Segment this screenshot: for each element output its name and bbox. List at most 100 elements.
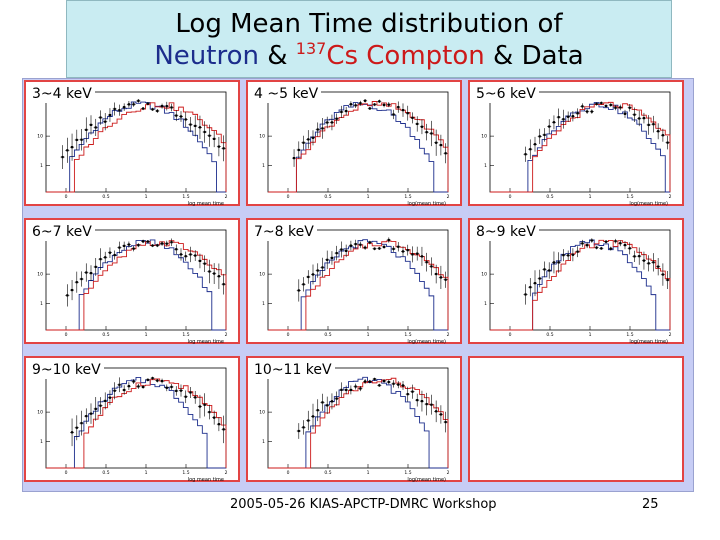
data-point: [311, 130, 315, 146]
neutron-histogram: [268, 376, 448, 469]
data-point: [84, 117, 89, 143]
data-point: [179, 111, 183, 122]
x-tick-label: 1.5: [182, 470, 189, 476]
data-point: [306, 410, 311, 431]
x-tick-label: 1.5: [404, 194, 411, 200]
data-point: [353, 383, 358, 390]
plot-frame: [45, 367, 227, 469]
plot-frame: [45, 91, 227, 193]
data-point: [183, 390, 188, 404]
data-point: [358, 241, 363, 248]
x-axis-label: log(mean time): [407, 477, 446, 483]
data-point: [155, 243, 160, 248]
data-point: [429, 120, 434, 147]
data-point: [419, 246, 424, 266]
data-point: [665, 270, 670, 289]
data-point: [65, 284, 70, 307]
data-point: [188, 387, 193, 398]
data-point: [74, 271, 79, 293]
chart-panel: 0 0.5 1 1.5 2 1 10 log mean time 6~7 keV: [24, 218, 240, 345]
x-tick-label: 1: [367, 194, 370, 200]
y-tick-label: 10: [259, 272, 265, 278]
data-point: [212, 130, 217, 148]
data-point: [65, 137, 70, 163]
data-point: [212, 263, 217, 284]
data-point: [339, 105, 344, 119]
data-point: [637, 247, 642, 265]
data-point: [179, 248, 183, 261]
x-tick-label: 0.5: [102, 332, 109, 338]
x-tick-label: 1: [367, 332, 370, 338]
data-point: [594, 246, 599, 250]
data-point: [207, 124, 212, 147]
data-point: [405, 244, 410, 256]
y-tick-label: 1: [262, 301, 265, 307]
data-point: [410, 384, 415, 399]
data-point: [556, 252, 561, 273]
data-point: [405, 105, 410, 121]
y-tick-label: 10: [37, 272, 43, 278]
data-point: [599, 101, 604, 105]
data-point: [89, 403, 93, 424]
data-point: [627, 242, 632, 255]
x-tick-label: 2: [669, 194, 672, 200]
data-point: [438, 134, 443, 156]
data-point: [197, 115, 202, 140]
x-tick-label: 0: [65, 194, 68, 200]
data-point: [372, 247, 377, 251]
data-point: [660, 263, 665, 286]
compton-histogram: [268, 377, 449, 469]
slide-title: Log Mean Time distribution of Neutron & …: [66, 0, 672, 78]
data-point: [193, 390, 198, 404]
panel-energy-label: 8~9 keV: [473, 223, 539, 241]
data-point: [656, 123, 661, 140]
title-mass-number: 137: [295, 39, 327, 58]
data-point: [117, 241, 122, 254]
data-point: [212, 410, 217, 425]
data-point: [141, 107, 146, 111]
data-point: [107, 108, 112, 122]
data-point: [74, 415, 79, 441]
data-point: [334, 113, 339, 124]
x-tick-label: 2: [447, 470, 450, 476]
data-point: [339, 241, 344, 258]
x-axis-label: log(mean time): [407, 201, 446, 207]
y-tick-label: 1: [484, 301, 487, 307]
compton-histogram: [268, 240, 449, 331]
x-tick-label: 0: [509, 332, 512, 338]
data-point: [613, 105, 618, 111]
data-point: [197, 253, 202, 269]
data-point: [570, 248, 575, 262]
data-point: [188, 116, 193, 133]
empty-panel: [468, 356, 684, 482]
x-tick-label: 0.5: [324, 470, 331, 476]
data-point: [386, 102, 391, 108]
data-point: [410, 246, 415, 263]
data-point: [585, 109, 590, 114]
x-tick-label: 2: [447, 332, 450, 338]
data-point: [542, 128, 547, 142]
data-point: [391, 245, 396, 252]
data-point: [348, 101, 353, 108]
data-point: [613, 238, 618, 244]
histogram-plot: 0 0.5 1 1.5 2 1 10 log mean time: [37, 229, 228, 345]
neutron-histogram: [490, 239, 670, 331]
x-tick-label: 1: [145, 470, 148, 476]
data-point: [150, 244, 155, 248]
x-tick-label: 1.5: [182, 332, 189, 338]
data-point: [363, 99, 368, 103]
footer-workshop: 2005-05-26 KIAS-APCTP-DMRC Workshop: [230, 497, 497, 512]
data-point: [84, 408, 89, 424]
plot-frame: [489, 91, 671, 193]
data-point: [377, 383, 382, 387]
data-point: [183, 111, 188, 128]
data-point: [334, 245, 339, 261]
data-point: [566, 250, 571, 261]
y-tick-label: 10: [37, 410, 43, 416]
x-tick-label: 2: [447, 194, 450, 200]
x-tick-label: 1.5: [404, 332, 411, 338]
data-point: [70, 279, 75, 301]
data-point: [382, 379, 387, 383]
data-point: [160, 241, 165, 246]
data-point: [358, 386, 363, 392]
